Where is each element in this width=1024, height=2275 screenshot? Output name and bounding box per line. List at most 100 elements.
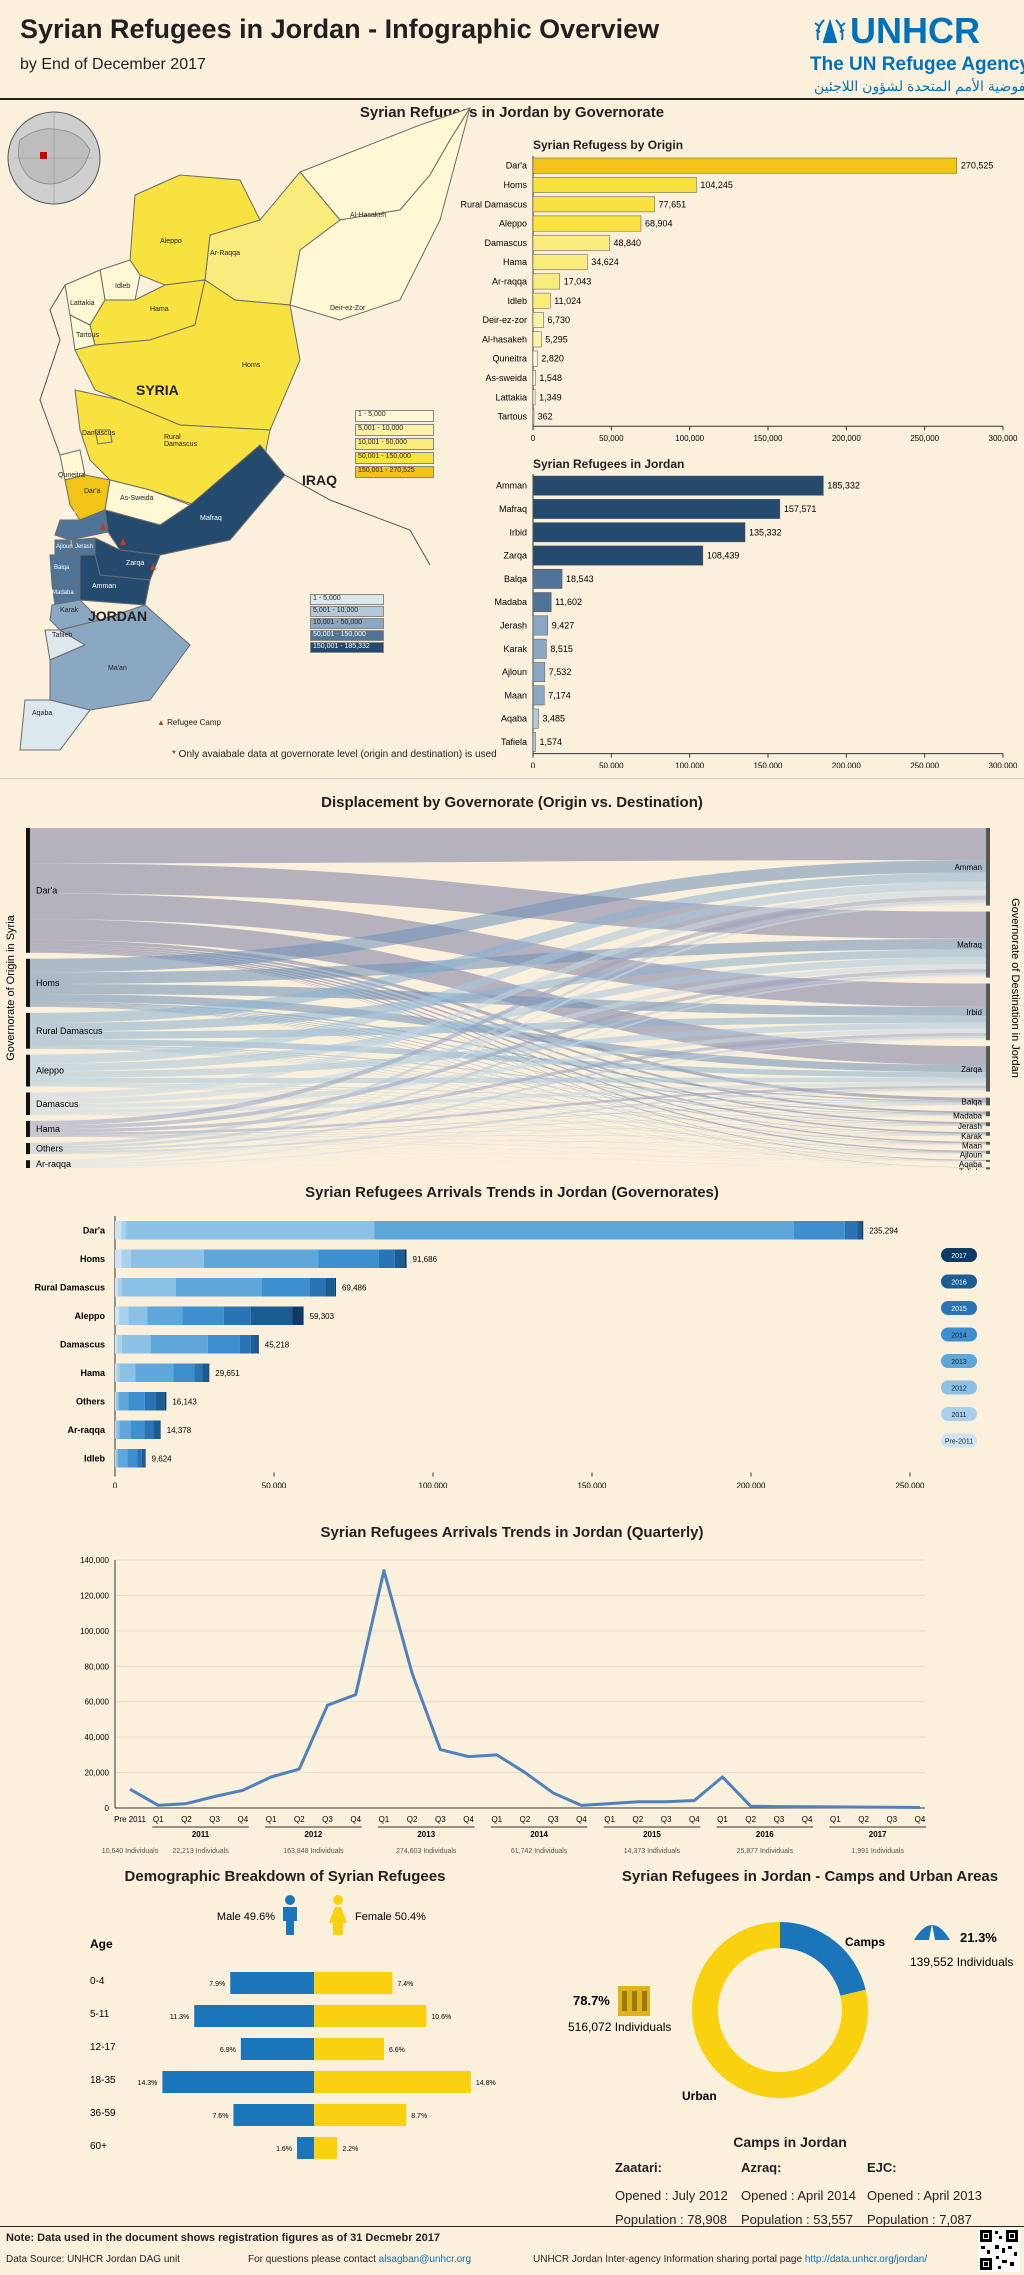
tick-label: 250,000 [910,434,939,443]
y-tick-label: 100,000 [80,1627,109,1636]
bar [532,638,547,659]
stack-segment [394,1249,405,1268]
male-value: 14.3% [138,2080,158,2087]
stack-segment [121,1335,151,1354]
country-label-iraq: IRAQ [302,472,337,488]
y-tick-label: 80,000 [85,1662,110,1671]
age-label: 12-17 [90,2042,116,2053]
stack-segment [144,1420,154,1439]
label-balqa: Balqa [54,565,70,571]
bar [532,292,551,309]
sankey-flow [30,860,986,973]
sankey-flow [30,1048,986,1161]
syria-legend: 1 - 5,000 5,001 - 10,000 10,001 - 50,000… [355,410,434,480]
x-tick-label: Q3 [661,1815,672,1824]
stack-segment [156,1392,165,1411]
sankey-flow [30,1048,986,1168]
stack-segment [150,1335,208,1354]
female-bar [314,2005,427,2027]
camp-population: Population : 53,557 [741,2212,854,2227]
stack-segment [135,1363,174,1382]
sankey-flow [30,1103,986,1114]
label-homs: Homs [242,362,261,369]
origin-label: Ar-raqqa [36,1159,71,1169]
stack-segment [117,1278,122,1297]
camp-opened: Opened : July 2012 [615,2188,728,2203]
footer-contact-prefix: For questions please contact [248,2254,379,2265]
stack-segment [144,1392,157,1411]
map-region-aqaba [19,699,91,751]
category-label: As-sweida [485,373,527,383]
category-label: Maan [504,690,527,700]
bar [532,331,542,348]
portal-url-link[interactable]: http://data.unhcr.org/jordan/ [804,2254,928,2265]
category-label: Ar-raqqa [492,276,527,286]
sankey-flow [30,1047,986,1135]
building-icon [618,1986,650,2016]
value-label: 104,245 [700,180,733,190]
origin-label: Homs [36,978,60,988]
sankey-flow [30,938,986,984]
male-icon-body [283,1907,297,1935]
bar [532,475,824,496]
map-note: * Only avaiabale data at governorate lev… [172,749,497,760]
sankey-flow [30,1114,986,1145]
sankey-flow [30,1153,986,1168]
female-value: 14.8% [476,2080,496,2087]
y-tick-label: 20,000 [85,1769,110,1778]
stack-segment [128,1306,148,1325]
bar [532,545,704,566]
sankey-flow [30,1085,986,1136]
destination-node [986,1111,990,1117]
year-label: 2011 [192,1830,210,1839]
destination-node [986,1150,990,1154]
sankey-flow [30,1136,986,1168]
age-label: 36-59 [90,2108,116,2119]
male-icon-head [285,1895,295,1905]
sankey-flow [30,947,986,1134]
x-tick-label: Q2 [407,1815,418,1824]
origin-node [26,1143,30,1155]
sankey-flow [30,899,986,1147]
logo-arabic: مفوضية الأمم المتحدة لشؤون اللاجئين [814,78,1024,94]
legend-label: 2014 [951,1333,967,1340]
jordan-chart-title: Syrian Refugees in Jordan [533,457,685,471]
camp-name: Zaatari: [615,2160,662,2175]
sankey-flow [30,1086,986,1162]
label-tafileh: Tafileh [52,632,73,639]
stack-segment [115,1363,117,1382]
category-label: Rural Damascus [460,199,527,209]
stack-segment [118,1306,129,1325]
map-region-ma-an [49,604,191,711]
sankey-flow [30,1136,986,1162]
stack-segment [793,1221,845,1240]
value-label: 9,624 [152,1454,173,1463]
x-tick-label: Q3 [548,1815,559,1824]
sankey-flow [30,1113,986,1116]
stack-segment [261,1278,310,1297]
label-ajloun: Ajloun [56,544,73,550]
x-tick-label: Q1 [604,1815,615,1824]
qr-code-icon[interactable] [978,2228,1020,2272]
stack-segment [128,1392,145,1411]
section-divider [0,778,1024,779]
legend-label: Pre-2011 [945,1439,973,1446]
sankey-flow [30,1114,986,1162]
value-label: 48,840 [614,238,642,248]
bar [532,685,545,706]
female-value: 10.6% [431,2014,451,2021]
camp-marker-zaatari [100,523,106,530]
period-total: 14,373 Individuals [624,1848,681,1855]
tick-label: 300,000 [989,434,1018,443]
legend-swatch [941,1354,977,1368]
globe-inset [7,111,101,205]
camp-population: Population : 7,087 [867,2212,972,2227]
x-tick-label: Q1 [717,1815,728,1824]
contact-email-link[interactable]: alsagban@unhcr.org [378,2254,472,2265]
x-tick-label: Q2 [181,1815,192,1824]
unhcr-logo: UNHCR The UN Refugee Agency مفوضية الأمم… [808,8,1024,98]
value-label: 11,602 [555,597,582,607]
bar [532,732,536,752]
stack-segment [194,1363,203,1382]
stack-segment [204,1249,319,1268]
